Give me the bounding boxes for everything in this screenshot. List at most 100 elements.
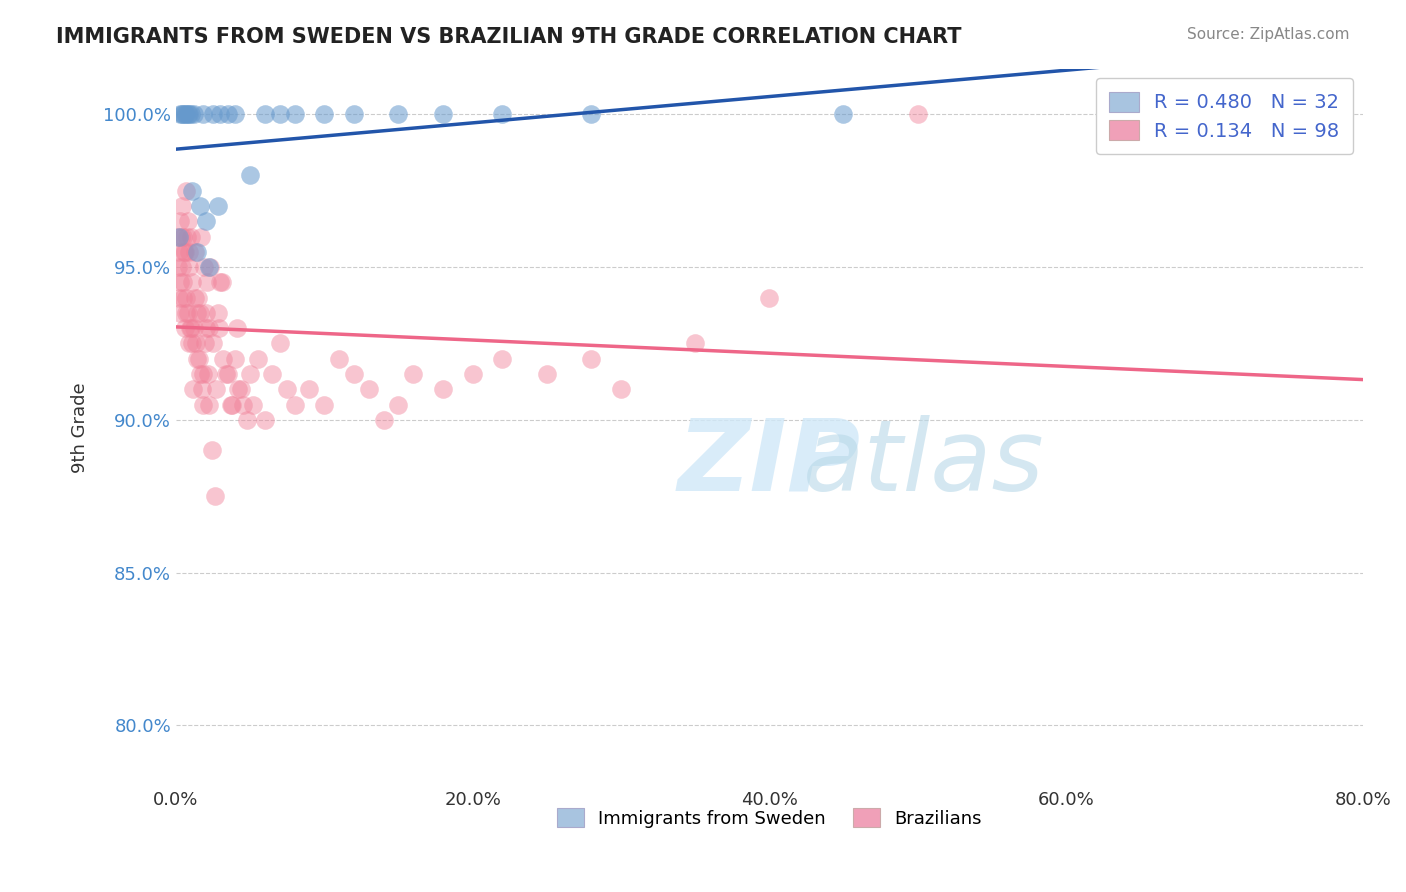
Point <box>169 306 191 320</box>
Point <box>183 321 205 335</box>
Legend: Immigrants from Sweden, Brazilians: Immigrants from Sweden, Brazilians <box>550 801 990 835</box>
Point <box>194 336 217 351</box>
Point <box>174 321 197 335</box>
Point <box>167 244 190 259</box>
Point <box>402 367 425 381</box>
Point <box>193 398 215 412</box>
Point <box>197 321 219 335</box>
Point <box>172 107 194 121</box>
Point <box>198 260 221 274</box>
Point <box>276 382 298 396</box>
Point <box>343 107 366 121</box>
Point <box>225 321 247 335</box>
Point <box>262 367 284 381</box>
Point <box>197 367 219 381</box>
Point <box>180 336 202 351</box>
Point <box>239 367 262 381</box>
Point <box>172 276 194 290</box>
Point <box>224 107 246 121</box>
Point <box>207 199 229 213</box>
Point <box>174 244 197 259</box>
Point <box>231 382 253 396</box>
Point <box>314 107 336 121</box>
Point <box>169 276 191 290</box>
Point <box>198 398 221 412</box>
Point <box>758 291 780 305</box>
Point <box>176 229 198 244</box>
Point <box>184 336 207 351</box>
Point <box>269 336 291 351</box>
Point <box>188 351 211 366</box>
Point <box>432 107 454 121</box>
Point <box>432 382 454 396</box>
Point <box>179 260 201 274</box>
Point <box>284 398 307 412</box>
Point <box>246 351 269 366</box>
Point <box>253 413 276 427</box>
Point <box>181 382 204 396</box>
Point <box>387 398 409 412</box>
Point <box>239 169 262 183</box>
Point <box>177 214 200 228</box>
Point <box>907 107 929 121</box>
Point <box>191 367 214 381</box>
Point <box>183 291 205 305</box>
Point <box>328 351 350 366</box>
Point <box>314 398 336 412</box>
Point <box>226 382 249 396</box>
Point <box>173 244 195 259</box>
Point <box>187 291 209 305</box>
Point <box>170 199 193 213</box>
Point <box>207 306 229 320</box>
Point <box>183 107 205 121</box>
Point <box>284 107 307 121</box>
Point <box>167 291 190 305</box>
Point <box>190 367 212 381</box>
Point <box>242 398 264 412</box>
Point <box>219 398 242 412</box>
Point <box>209 276 232 290</box>
Point <box>209 107 232 121</box>
Point <box>179 336 201 351</box>
Point <box>224 351 246 366</box>
Point <box>169 107 191 121</box>
Point <box>195 321 218 335</box>
Point <box>253 107 276 121</box>
Point <box>211 276 233 290</box>
Point <box>204 489 226 503</box>
Point <box>184 244 207 259</box>
Text: atlas: atlas <box>803 415 1045 512</box>
Point <box>536 367 558 381</box>
Point <box>343 367 366 381</box>
Point <box>176 184 198 198</box>
Point <box>236 413 259 427</box>
Point <box>683 336 706 351</box>
Point <box>217 367 239 381</box>
Y-axis label: 9th Grade: 9th Grade <box>72 382 89 473</box>
Point <box>357 382 380 396</box>
Point <box>180 107 202 121</box>
Point <box>491 351 513 366</box>
Point <box>373 413 395 427</box>
Point <box>212 351 235 366</box>
Point <box>832 107 855 121</box>
Point <box>177 244 200 259</box>
Point <box>172 229 194 244</box>
Point <box>208 321 231 335</box>
Point <box>197 260 219 274</box>
Point <box>186 306 208 320</box>
Point <box>180 229 202 244</box>
Point <box>180 321 202 335</box>
Point <box>191 107 214 121</box>
Point <box>172 291 194 305</box>
Point <box>298 382 321 396</box>
Point <box>191 382 214 396</box>
Point <box>179 107 201 121</box>
Point <box>581 107 603 121</box>
Point <box>176 291 198 305</box>
Point <box>215 367 238 381</box>
Point <box>232 398 254 412</box>
Point <box>179 321 201 335</box>
Point <box>217 107 239 121</box>
Point <box>186 244 208 259</box>
